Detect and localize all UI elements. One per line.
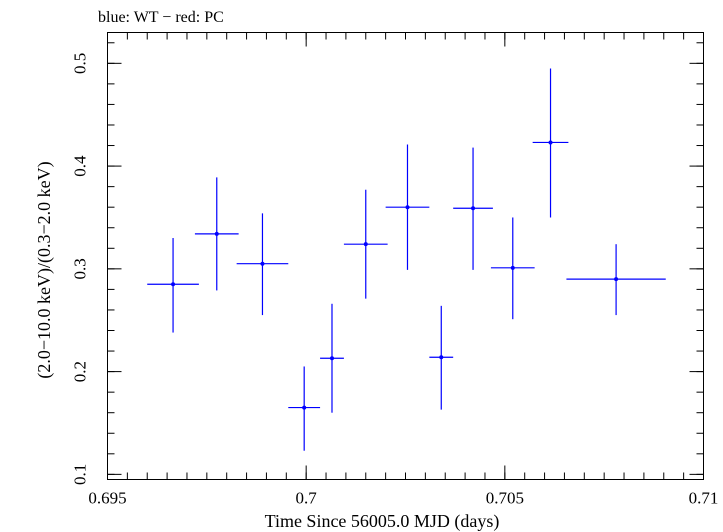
y-tick-label: 0.5 — [71, 53, 90, 74]
data-marker — [171, 282, 176, 287]
data-marker — [439, 355, 444, 360]
data-marker — [329, 356, 334, 361]
data-point — [288, 366, 321, 451]
x-tick-label: 0.71 — [689, 489, 719, 508]
y-axis-ticks: 0.1 0.2 0.3 0.4 0.5 — [71, 42, 704, 485]
data-point — [490, 217, 535, 320]
x-axis-ticks: 0.695 0.7 0.705 0.71 — [88, 32, 719, 508]
data-point — [532, 68, 569, 218]
data-marker — [614, 277, 619, 282]
data-marker — [471, 206, 476, 211]
plot-frame — [107, 32, 704, 480]
data-point — [453, 147, 493, 270]
x-axis-label: Time Since 56005.0 MJD (days) — [265, 511, 500, 532]
x-tick-label: 0.695 — [88, 489, 126, 508]
data-point — [566, 244, 666, 316]
y-tick-label: 0.4 — [71, 155, 90, 177]
y-axis-label: (2.0−10.0 keV)/(0.3−2.0 keV) — [34, 161, 55, 378]
data-point — [343, 189, 388, 299]
x-tick-label: 0.7 — [296, 489, 318, 508]
data-marker — [510, 265, 515, 270]
data-point — [147, 238, 199, 333]
data-marker — [302, 405, 307, 410]
data-series — [147, 68, 666, 451]
y-tick-label: 0.1 — [71, 464, 90, 485]
data-marker — [214, 231, 219, 236]
y-tick-label: 0.3 — [71, 258, 90, 279]
chart-title: blue: WT − red: PC — [98, 9, 224, 26]
data-point — [194, 177, 239, 291]
data-point — [236, 213, 289, 316]
y-tick-label: 0.2 — [71, 361, 90, 382]
data-marker — [548, 140, 553, 145]
data-marker — [405, 205, 410, 210]
data-marker — [363, 242, 368, 247]
data-point — [320, 303, 344, 413]
data-marker — [260, 261, 265, 266]
data-point — [385, 144, 430, 270]
data-point — [429, 305, 454, 410]
x-tick-label: 0.705 — [486, 489, 524, 508]
